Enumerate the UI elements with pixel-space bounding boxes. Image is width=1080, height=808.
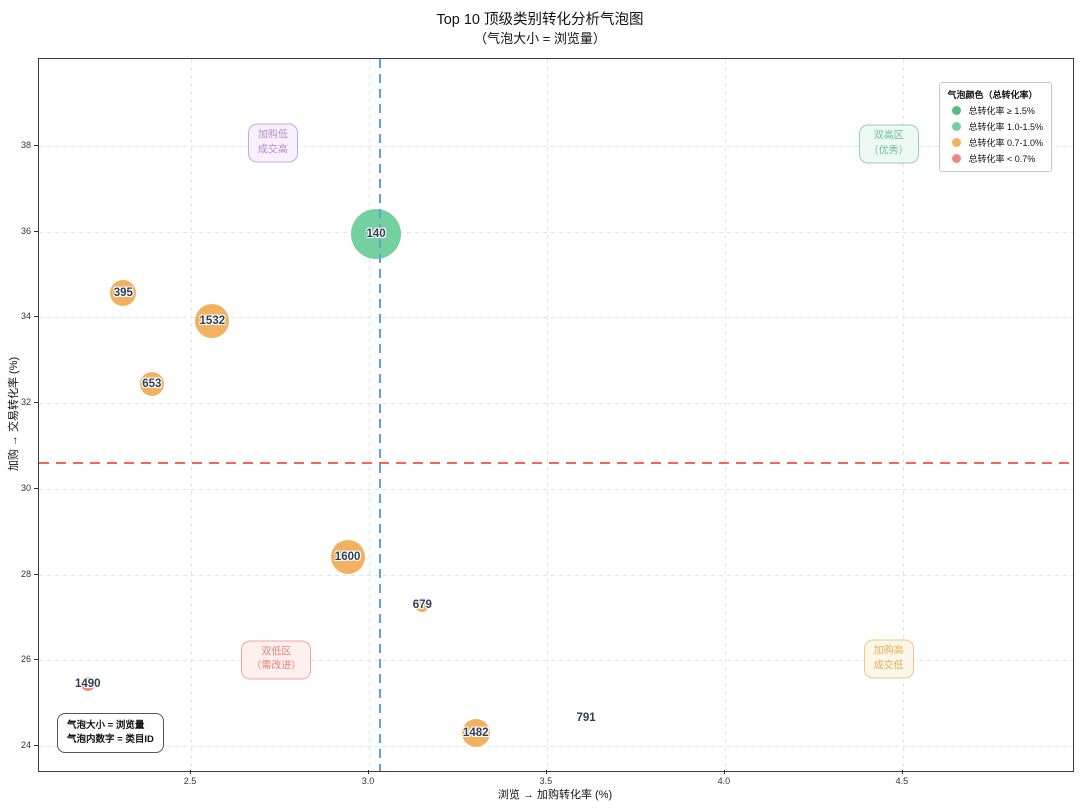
legend-swatch-icon bbox=[952, 106, 962, 115]
x-axis-label: 浏览 → 加购转化率 (%) bbox=[497, 789, 613, 801]
bubble-1532 bbox=[195, 303, 230, 338]
quadrant-label-line: 加购低 bbox=[257, 129, 288, 141]
legend: 气泡颜色（总转化率） 总转化率 ≥ 1.5% 总转化率 1.0-1.5% 总转化率 … bbox=[939, 82, 1052, 172]
legend-swatch-icon bbox=[952, 154, 962, 163]
legend-item-label: 总转化率 0.7-1.0% bbox=[968, 138, 1043, 148]
legend-item-2: 总转化率 0.7-1.0% bbox=[947, 136, 1043, 149]
tick-label-y-32: 32 bbox=[20, 397, 31, 408]
bubble-1482 bbox=[461, 719, 490, 748]
quadrant-label-double-low: 双低区 （需改进） bbox=[241, 640, 312, 680]
quadrant-label-line: （优秀） bbox=[868, 145, 909, 157]
quadrant-label-line: 成交低 bbox=[873, 660, 904, 672]
tickmark-y-24 bbox=[34, 745, 38, 747]
gridline-x-4.5 bbox=[902, 59, 904, 771]
legend-item-label: 总转化率 < 0.7% bbox=[968, 154, 1036, 164]
grid-layer bbox=[39, 59, 1073, 771]
quadrant-labels-layer: 加购低成交高 双高区 （优秀） 双低区 （需改进） 加购高成交低 bbox=[39, 59, 1073, 771]
gridline-x-4.0 bbox=[724, 59, 726, 771]
quadrant-label-line: 双低区 bbox=[261, 646, 292, 658]
tickmark-y-30 bbox=[34, 487, 38, 489]
bubble-label-679: 679 bbox=[412, 598, 432, 611]
bubble-label-1600: 1600 bbox=[334, 551, 361, 564]
tick-label-y-38: 38 bbox=[20, 140, 31, 151]
bubble-labels-layer: 140 395 1532 653 1600 679 1490 1482 791 bbox=[39, 59, 1073, 771]
tick-label-y-26: 26 bbox=[20, 654, 31, 665]
quadrant-label-line: 成交高 bbox=[257, 144, 288, 156]
bubble-layer bbox=[39, 59, 1073, 771]
tickmark-x-4.5 bbox=[901, 770, 903, 774]
tick-label-y-24: 24 bbox=[20, 740, 31, 751]
chart-subtitle: （气泡大小 = 浏览量） bbox=[474, 31, 606, 46]
tickmark-y-36 bbox=[34, 230, 38, 232]
tickmark-x-3.5 bbox=[545, 770, 547, 774]
bubble-label-140: 140 bbox=[366, 227, 386, 240]
legend-swatch-icon bbox=[952, 138, 962, 147]
tickmark-x-3.0 bbox=[367, 770, 369, 774]
gridline-y-28 bbox=[39, 574, 1073, 576]
quadrant-label-line: （需改进） bbox=[251, 660, 302, 672]
bubble-679 bbox=[415, 597, 430, 612]
avg-vertical-line bbox=[378, 59, 381, 771]
tickmark-x-2.5 bbox=[189, 770, 191, 774]
tick-label-x-3.0: 3.0 bbox=[361, 776, 375, 786]
tick-label-y-36: 36 bbox=[20, 225, 31, 236]
gridline-x-2.5 bbox=[190, 59, 192, 771]
size-note-box: 气泡大小 = 浏览量 气泡内数字 = 类目ID bbox=[57, 712, 164, 753]
gridline-y-38 bbox=[39, 146, 1073, 148]
quadrant-label-line: 双高区 bbox=[873, 130, 904, 142]
chart-title: Top 10 顶级类别转化分析气泡图 bbox=[436, 12, 644, 28]
tickmark-y-38 bbox=[34, 145, 38, 147]
legend-item-label: 总转化率 1.0-1.5% bbox=[968, 122, 1043, 132]
plot-area: 140 395 1532 653 1600 679 1490 1482 791 加购低成交高 双高… bbox=[38, 58, 1074, 772]
gridline-y-24 bbox=[39, 746, 1073, 748]
tick-label-x-3.5: 3.5 bbox=[539, 776, 553, 786]
tickmark-y-34 bbox=[34, 316, 38, 318]
quadrant-label-cart-low-deal-high: 加购低 成交高 bbox=[247, 123, 298, 163]
gridline-y-36 bbox=[39, 231, 1073, 233]
avg-horizontal-line bbox=[39, 462, 1073, 465]
size-note-line-1: 气泡大小 = 浏览量 bbox=[67, 719, 145, 731]
gridline-y-30 bbox=[39, 488, 1073, 490]
legend-swatch-icon bbox=[952, 122, 962, 131]
bubble-395 bbox=[110, 280, 137, 307]
gridline-x-3.0 bbox=[368, 59, 370, 771]
gridline-x-3.5 bbox=[546, 59, 548, 771]
gridline-y-34 bbox=[39, 317, 1073, 319]
bubble-label-1532: 1532 bbox=[199, 314, 226, 327]
bubble-1490 bbox=[80, 676, 95, 691]
bubble-140 bbox=[351, 208, 402, 259]
bubble-791 bbox=[583, 715, 589, 721]
bubble-label-653: 653 bbox=[142, 377, 162, 390]
tick-label-y-30: 30 bbox=[20, 482, 31, 493]
tick-label-y-34: 34 bbox=[20, 311, 31, 322]
tickmark-y-26 bbox=[34, 659, 38, 661]
quadrant-label-line: 加购高 bbox=[873, 645, 904, 657]
bubble-label-1482: 1482 bbox=[462, 727, 489, 740]
tick-label-x-4.5: 4.5 bbox=[895, 776, 909, 786]
legend-title: 气泡颜色（总转化率） bbox=[947, 90, 1038, 100]
legend-item-label: 总转化率 ≥ 1.5% bbox=[968, 106, 1035, 116]
bubble-1600 bbox=[330, 540, 365, 575]
bubble-label-1490: 1490 bbox=[74, 677, 101, 690]
gridline-y-26 bbox=[39, 660, 1073, 662]
legend-item-3: 总转化率 < 0.7% bbox=[947, 152, 1043, 165]
tick-label-x-2.5: 2.5 bbox=[183, 776, 197, 786]
reference-lines-layer bbox=[39, 59, 1073, 771]
tick-label-x-4.0: 4.0 bbox=[717, 776, 731, 786]
bubble-653 bbox=[139, 371, 164, 396]
quadrant-label-double-high: 双高区 （优秀） bbox=[858, 124, 919, 164]
bubble-label-395: 395 bbox=[113, 287, 133, 300]
quadrant-label-cart-high-deal-low: 加购高 成交低 bbox=[863, 639, 914, 679]
tick-label-y-28: 28 bbox=[20, 568, 31, 579]
bubble-label-791: 791 bbox=[576, 712, 596, 725]
gridline-y-32 bbox=[39, 403, 1073, 405]
tickmark-x-4.0 bbox=[723, 770, 725, 774]
size-note-line-2: 气泡内数字 = 类目ID bbox=[67, 733, 154, 745]
tickmark-y-28 bbox=[34, 573, 38, 575]
legend-item-1: 总转化率 1.0-1.5% bbox=[947, 120, 1043, 133]
legend-item-0: 总转化率 ≥ 1.5% bbox=[947, 104, 1043, 117]
tickmark-y-32 bbox=[34, 402, 38, 404]
